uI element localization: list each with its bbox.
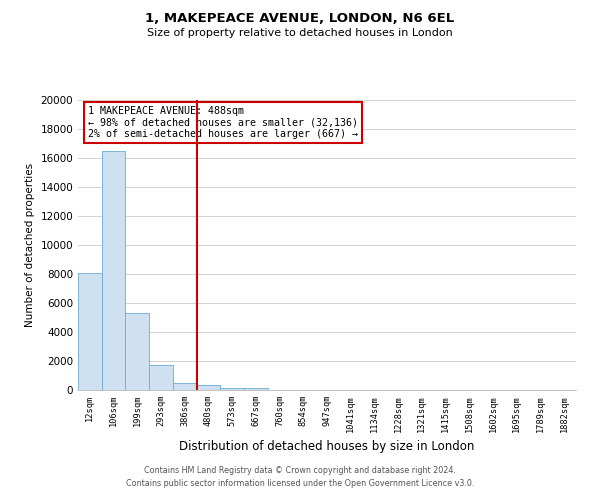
Text: 1 MAKEPEACE AVENUE: 488sqm
← 98% of detached houses are smaller (32,136)
2% of s: 1 MAKEPEACE AVENUE: 488sqm ← 98% of deta…: [88, 106, 358, 139]
Bar: [244, 388, 268, 390]
Bar: [125, 313, 149, 390]
Bar: [149, 364, 173, 390]
Text: 1, MAKEPEACE AVENUE, LONDON, N6 6EL: 1, MAKEPEACE AVENUE, LONDON, N6 6EL: [145, 12, 455, 26]
Bar: [78, 272, 102, 390]
Bar: [173, 383, 197, 390]
Bar: [220, 388, 244, 390]
Bar: [102, 151, 125, 390]
Text: Size of property relative to detached houses in London: Size of property relative to detached ho…: [147, 28, 453, 38]
Bar: [197, 385, 220, 390]
X-axis label: Distribution of detached houses by size in London: Distribution of detached houses by size …: [179, 440, 475, 453]
Text: Contains HM Land Registry data © Crown copyright and database right 2024.
Contai: Contains HM Land Registry data © Crown c…: [126, 466, 474, 487]
Y-axis label: Number of detached properties: Number of detached properties: [25, 163, 35, 327]
